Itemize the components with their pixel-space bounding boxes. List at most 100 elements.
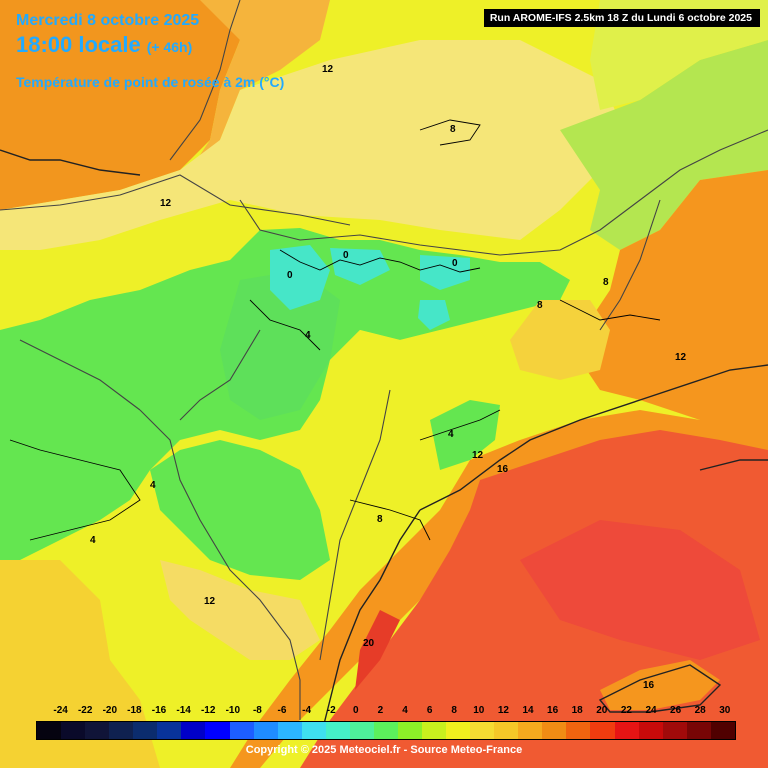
legend-tick-label: -2: [326, 705, 336, 716]
parameter-title: Température de point de rosée à 2m (°C): [16, 74, 285, 90]
color-scale-cell: [157, 722, 182, 739]
south-green-zone: [150, 440, 330, 580]
legend-tick-label: 18: [571, 705, 583, 716]
legend-tick-label: 14: [522, 705, 534, 716]
color-scale-cell: [325, 722, 350, 739]
color-scale-cell: [566, 722, 591, 739]
contour-label: 0: [452, 258, 458, 269]
color-scale-cell: [349, 722, 374, 739]
legend-tick-label: 4: [402, 705, 408, 716]
contour-label: 12: [472, 450, 484, 461]
color-scale-cell: [662, 722, 687, 739]
contour-label: 12: [160, 198, 172, 209]
contour-label: 12: [322, 64, 334, 75]
legend-tick-label: 6: [426, 705, 433, 716]
forecast-time-value: 18:00 locale: [16, 32, 141, 57]
contours: [9, 119, 661, 541]
contour-label: 16: [643, 680, 655, 691]
contour-label: 20: [363, 638, 375, 649]
color-scale-bar: [36, 721, 736, 740]
color-scale-cell: [638, 722, 663, 739]
contour-label: 12: [204, 596, 216, 607]
copyright-text: Copyright © 2025 Meteociel.fr - Source M…: [245, 744, 523, 756]
legend-tick-label: 2: [377, 705, 384, 716]
legend-tick-label: -14: [176, 705, 191, 716]
forecast-time: 18:00 locale (+ 46h): [16, 32, 192, 58]
legend-tick-label: -20: [102, 705, 118, 716]
color-scale-cell: [542, 722, 567, 739]
contour-label: 12: [675, 352, 687, 363]
east-yellow-zone: [510, 300, 610, 380]
contour-label: 8: [603, 277, 609, 288]
color-scale-cell: [470, 722, 495, 739]
legend-tick-label: -18: [127, 705, 142, 716]
color-scale-cell: [422, 722, 447, 739]
legend-tick-label: 0: [353, 705, 359, 716]
color-scale-cell: [373, 722, 398, 739]
color-scale-cell: [133, 722, 158, 739]
north-light-zone: [0, 40, 620, 250]
southeast-green-zone: [430, 400, 500, 470]
cold-cyan-zone-central: [330, 248, 390, 285]
color-scale-cell: [614, 722, 639, 739]
contour-label: 4: [90, 535, 96, 546]
color-scale-cell: [397, 722, 422, 739]
color-scale-cell: [518, 722, 543, 739]
contour-label: 0: [343, 250, 349, 261]
legend-tick-label: 28: [694, 705, 706, 716]
cold-cyan-zone-east: [420, 255, 470, 290]
color-scale-cell: [205, 722, 230, 739]
northeast-green-zone: [560, 40, 768, 250]
color-scale-cell: [301, 722, 326, 739]
central-yellow-zone: [320, 330, 500, 450]
contour-label: 4: [150, 480, 156, 491]
atlantic-orange-zone: [0, 0, 240, 210]
coastal-red-strip: [355, 610, 400, 690]
legend-tick-label: 30: [719, 705, 731, 716]
legend-tick-label: -16: [151, 705, 167, 716]
legend-tick-label: -22: [77, 705, 93, 716]
contour-label: 4: [448, 429, 454, 440]
legend-ticks: -24 -22 -20 -18 -16 -14 -12 -10 -8 -6 -4 -2 0 2 4 6 8 10 1…: [24, 705, 752, 719]
northeast-yellow-zone: [590, 0, 768, 110]
legend-tick-label: 26: [670, 705, 682, 716]
east-orange-zone: [580, 170, 768, 420]
legend-tick-label: -10: [225, 705, 241, 716]
legend-tick-label: 24: [645, 705, 657, 716]
run-info: Run AROME-IFS 2.5km 18 Z du Lundi 6 octo…: [483, 9, 760, 27]
color-scale-cell: [85, 722, 110, 739]
legend-tick-label: 16: [547, 705, 559, 716]
color-scale-cell: [253, 722, 278, 739]
forecast-date: Mercredi 8 octobre 2025: [16, 12, 200, 29]
color-scale-cell: [686, 722, 711, 739]
color-scale-cell: [229, 722, 254, 739]
color-scale-cell: [61, 722, 86, 739]
legend-tick-label: 22: [620, 705, 632, 716]
legend-tick-label: -24: [53, 705, 68, 716]
color-scale-cell: [37, 722, 62, 739]
cold-cyan-zone-south: [418, 300, 450, 330]
color-scale-cell: [277, 722, 302, 739]
central-green-zone: [220, 270, 340, 420]
cold-cyan-zone-west: [270, 245, 330, 310]
color-scale-cell: [181, 722, 206, 739]
legend-tick-label: 12: [497, 705, 509, 716]
borders: [0, 0, 768, 720]
color-scale-cell: [710, 722, 735, 739]
coastline: [0, 149, 768, 741]
island-orange: [600, 660, 720, 710]
contour-label: 16: [497, 464, 509, 475]
contour-label: 8: [450, 124, 456, 135]
color-scale-cell: [590, 722, 615, 739]
sea-warm-patch: [520, 520, 760, 660]
legend-tick-label: 20: [596, 705, 608, 716]
contour-label: 8: [377, 514, 383, 525]
contour-label: 0: [287, 270, 293, 281]
legend-tick-label: 8: [451, 705, 457, 716]
coastal-light-zone: [160, 560, 320, 660]
legend-tick-label: 10: [473, 705, 485, 716]
color-scale-cell: [494, 722, 519, 739]
legend-tick-label: -4: [302, 705, 312, 716]
